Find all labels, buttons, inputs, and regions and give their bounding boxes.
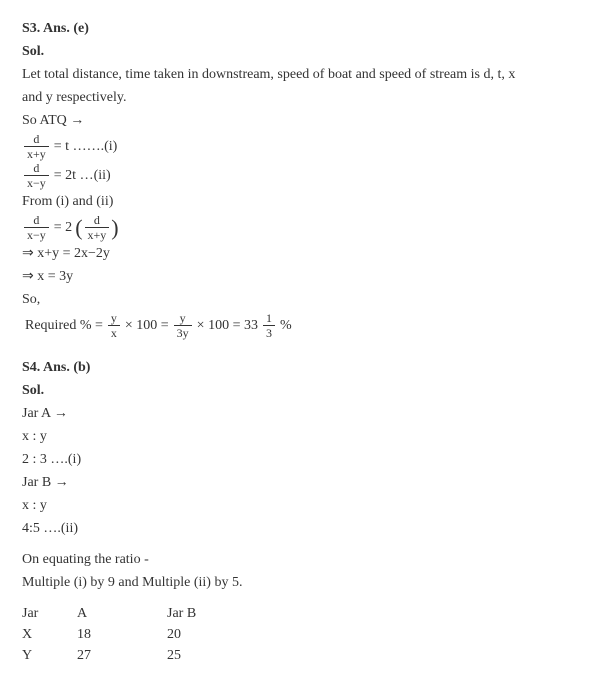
s3-imp1: ⇒ x+y = 2x−2y bbox=[22, 243, 588, 264]
s4-jarA: Jar A → bbox=[22, 403, 588, 424]
frac-num: 1 bbox=[263, 312, 275, 326]
s3-header: S3. Ans. (e) bbox=[22, 18, 588, 39]
table-row: Y 27 25 bbox=[22, 645, 588, 666]
s4-equate2: Multiple (i) by 9 and Multiple (ii) by 5… bbox=[22, 572, 588, 593]
td-y-a: 27 bbox=[77, 645, 167, 666]
th-jar: Jar bbox=[22, 603, 77, 624]
frac-den: x−y bbox=[24, 228, 49, 241]
s3-req-f1: y x bbox=[108, 312, 120, 339]
frac-den: 3y bbox=[174, 326, 192, 339]
td-y-label: Y bbox=[22, 645, 77, 666]
s4-xy1: x : y bbox=[22, 426, 588, 447]
s3-eq1-rhs: = t …….(i) bbox=[54, 136, 118, 157]
s4-sol-label: Sol. bbox=[22, 380, 588, 401]
s4-jarB: Jar B → bbox=[22, 472, 588, 493]
s3-required: Required % = y x × 100 = y 3y × 100 = 33… bbox=[22, 312, 588, 339]
table-row: X 18 20 bbox=[22, 624, 588, 645]
frac-den: x bbox=[108, 326, 120, 339]
s3-eq3-rfrac: d x+y bbox=[85, 214, 110, 241]
frac-num: y bbox=[108, 312, 120, 326]
right-paren: ) bbox=[111, 217, 118, 239]
frac-den: x+y bbox=[24, 147, 49, 160]
s3-imp2: ⇒ x = 3y bbox=[22, 266, 588, 287]
td-x-label: X bbox=[22, 624, 77, 645]
s3-eq2: d x−y = 2t …(ii) bbox=[22, 162, 588, 189]
s3-eq3-mid: = 2 bbox=[54, 217, 72, 238]
s3-req-mid2: × 100 = 33 bbox=[197, 315, 258, 336]
frac-num: d bbox=[24, 133, 49, 147]
frac-num: d bbox=[85, 214, 110, 228]
s4-ratio1: 2 : 3 ….(i) bbox=[22, 449, 588, 470]
s3-atq: So ATQ → bbox=[22, 110, 588, 131]
s3-intro-2: and y respectively. bbox=[22, 87, 588, 108]
s3-so: So, bbox=[22, 289, 588, 310]
frac-num: y bbox=[174, 312, 192, 326]
s3-req-mid1: × 100 = bbox=[125, 315, 169, 336]
table-header-row: Jar A Jar B bbox=[22, 603, 588, 624]
s3-eq3: d x−y = 2 ( d x+y ) bbox=[22, 214, 588, 241]
td-x-b: 20 bbox=[167, 624, 222, 645]
solution-s4: S4. Ans. (b) Sol. Jar A → x : y 2 : 3 ….… bbox=[22, 357, 588, 666]
frac-num: d bbox=[24, 162, 49, 176]
solution-s3: S3. Ans. (e) Sol. Let total distance, ti… bbox=[22, 18, 588, 339]
s3-req-f2: y 3y bbox=[174, 312, 192, 339]
frac-den: x+y bbox=[85, 228, 110, 241]
left-paren: ( bbox=[75, 217, 82, 239]
s4-xy2: x : y bbox=[22, 495, 588, 516]
th-b: Jar B bbox=[167, 603, 222, 624]
s3-intro-1: Let total distance, time taken in downst… bbox=[22, 64, 588, 85]
s3-eq2-frac: d x−y bbox=[24, 162, 49, 189]
s3-req-label: Required % = bbox=[25, 315, 103, 336]
s4-table: Jar A Jar B X 18 20 Y 27 25 bbox=[22, 603, 588, 666]
s4-ratio2: 4:5 ….(ii) bbox=[22, 518, 588, 539]
s3-eq1: d x+y = t …….(i) bbox=[22, 133, 588, 160]
th-a: A bbox=[77, 603, 167, 624]
s4-header: S4. Ans. (b) bbox=[22, 357, 588, 378]
s3-eq3-paren: ( d x+y ) bbox=[75, 214, 118, 241]
s3-req-f3: 1 3 bbox=[263, 312, 275, 339]
frac-den: 3 bbox=[263, 326, 275, 339]
s3-from: From (i) and (ii) bbox=[22, 191, 588, 212]
s3-eq2-rhs: = 2t …(ii) bbox=[54, 165, 111, 186]
frac-num: d bbox=[24, 214, 49, 228]
td-y-b: 25 bbox=[167, 645, 222, 666]
s4-equate1: On equating the ratio - bbox=[22, 549, 588, 570]
s3-sol-label: Sol. bbox=[22, 41, 588, 62]
s3-req-end: % bbox=[280, 315, 292, 336]
td-x-a: 18 bbox=[77, 624, 167, 645]
s3-eq1-frac: d x+y bbox=[24, 133, 49, 160]
s3-eq3-lfrac: d x−y bbox=[24, 214, 49, 241]
frac-den: x−y bbox=[24, 176, 49, 189]
